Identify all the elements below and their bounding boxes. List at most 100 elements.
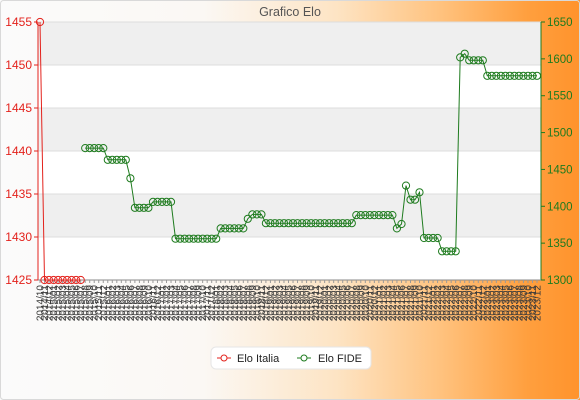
x-axis-tick-label: 2017/12 — [207, 285, 218, 322]
legend: Elo Italia Elo FIDE — [210, 346, 372, 370]
x-axis-tick-label: 2019/10 — [307, 285, 318, 322]
x-axis-tick-label: 2021/01 — [374, 285, 385, 322]
x-axis-tick-label: 2022/02 — [433, 285, 444, 322]
x-axis-tick-label: 2022/10 — [469, 285, 480, 322]
elo-fide-point — [424, 233, 433, 243]
elo-fide-point — [469, 56, 478, 65]
x-axis-tick-label: 2023/03 — [492, 285, 503, 322]
elo-fide-point — [166, 197, 176, 206]
elo-fide-point — [99, 144, 108, 153]
elo-fide-point — [329, 219, 338, 228]
elo-fide-point — [374, 211, 383, 220]
left-axis-tick-label: 1455 — [5, 15, 32, 29]
elo-italia-point — [49, 275, 58, 285]
elo-fide-point — [406, 195, 415, 204]
x-axis-tick-label: 2017/06 — [180, 285, 191, 322]
x-axis-tick-label: 2018/04 — [225, 285, 236, 322]
right-axis-tick-label: 1600 — [547, 54, 573, 66]
x-axis-tick-label: 2016/09 — [139, 285, 150, 322]
elo-fide-point — [429, 233, 438, 243]
elo-fide-point — [392, 224, 401, 233]
x-axis-tick-label: 2020/01 — [320, 285, 331, 322]
elo-fide-point — [397, 219, 406, 229]
left-axis-labels: 1425 1430 1435 1440 1445 1450 1455 — [5, 15, 38, 287]
elo-fide-point — [279, 219, 289, 228]
left-axis-tick-label: 1445 — [5, 101, 32, 115]
elo-fide-point — [189, 234, 198, 243]
x-axis-tick-label: 2015/01 — [49, 285, 60, 322]
elo-fide-point — [383, 211, 392, 220]
elo-italia-point — [54, 275, 63, 285]
x-axis-tick-label: 2017/05 — [176, 285, 187, 322]
right-axis-tick-label: 1650 — [547, 17, 573, 29]
x-axis-tick-label: 2017/10 — [198, 285, 209, 322]
x-axis-tick-label: 2018/05 — [230, 285, 241, 322]
x-axis-labels: 2014/102014/112014/122015/012015/022015/… — [36, 280, 544, 321]
x-axis-tick-label: 2020/10 — [361, 285, 372, 322]
x-axis-tick-label: 2020/11 — [365, 285, 376, 321]
elo-fide-point — [501, 71, 510, 80]
elo-fide-point — [234, 224, 243, 233]
x-axis-tick-label: 2018/03 — [221, 285, 232, 322]
elo-fide-point — [465, 56, 474, 65]
x-axis-tick-label: 2020/05 — [338, 285, 349, 322]
x-axis-tick-label: 2020/08 — [352, 285, 363, 322]
legend-marker-circle — [220, 354, 228, 362]
x-axis-tick-label: 2014/12 — [45, 285, 56, 322]
x-axis-tick-label: 2017/07 — [185, 285, 196, 322]
right-axis-tick-label: 1300 — [547, 275, 573, 287]
x-axis-tick-label: 2019/01 — [266, 285, 277, 322]
x-axis-tick-label: 2015/05 — [67, 285, 78, 322]
x-axis-tick-label: 2017/09 — [194, 285, 205, 322]
x-axis-tick-label: 2021/05 — [392, 285, 403, 322]
elo-fide-point — [112, 155, 121, 164]
x-axis-tick-label: 2018/06 — [234, 285, 245, 322]
x-axis-tick-label: 2019/05 — [284, 285, 295, 322]
x-axis-tick-label: 2023/02 — [487, 285, 498, 322]
x-axis-tick-label: 2019/09 — [302, 285, 313, 322]
elo-fide-point — [216, 224, 225, 233]
elo-fide-point — [311, 219, 320, 228]
x-axis-tick-label: 2023/05 — [501, 285, 512, 322]
elo-fide-point — [487, 71, 496, 80]
elo-fide-point — [401, 181, 411, 190]
x-axis-tick-label: 2022/01 — [429, 285, 440, 322]
left-axis-tick-label: 1425 — [5, 273, 32, 287]
elo-fide-point — [510, 71, 519, 80]
elo-fide-point — [388, 211, 397, 220]
elo-fide-point — [370, 211, 379, 220]
elo-fide-point — [523, 71, 533, 80]
x-axis-tick-label: 2014/11 — [40, 285, 51, 321]
x-axis-tick-label: 2023/09 — [519, 285, 530, 322]
chart-title: Grafico Elo — [259, 5, 321, 19]
x-axis-tick-label: 2014/10 — [36, 285, 47, 322]
right-axis-tick-label: 1350 — [547, 238, 573, 250]
x-axis-tick-label: 2021/04 — [388, 285, 399, 322]
x-axis-tick-label: 2022/07 — [456, 285, 467, 322]
x-axis-tick-label: 2019/12 — [316, 285, 327, 322]
elo-italia-point — [63, 275, 72, 285]
elo-fide-point — [117, 155, 126, 164]
elo-fide-point — [81, 144, 90, 153]
elo-fide-point — [266, 219, 275, 228]
elo-fide-point — [447, 247, 456, 256]
x-axis-tick-label: 2017/01 — [157, 285, 168, 322]
x-axis-tick-label: 2015/06 — [72, 285, 83, 322]
left-axis-tick-label: 1430 — [5, 230, 32, 244]
x-axis-tick-label: 2021/12 — [424, 285, 435, 322]
elo-italia-point — [76, 275, 85, 285]
elo-fide-point — [492, 71, 501, 80]
series-layer — [35, 17, 542, 285]
x-axis-tick-label: 2020/04 — [334, 285, 345, 322]
x-axis-tick-label: 2020/02 — [325, 285, 336, 322]
grid-band — [38, 194, 541, 237]
elo-fide-point — [347, 219, 356, 228]
x-axis-tick-label: 2017/04 — [171, 285, 182, 322]
elo-fide-point — [157, 197, 167, 206]
elo-fide-point — [252, 210, 261, 219]
elo-fide-point — [261, 219, 270, 228]
elo-fide-point — [379, 211, 388, 220]
x-axis-tick-label: 2022/11 — [474, 285, 485, 321]
elo-fide-point — [316, 219, 325, 228]
